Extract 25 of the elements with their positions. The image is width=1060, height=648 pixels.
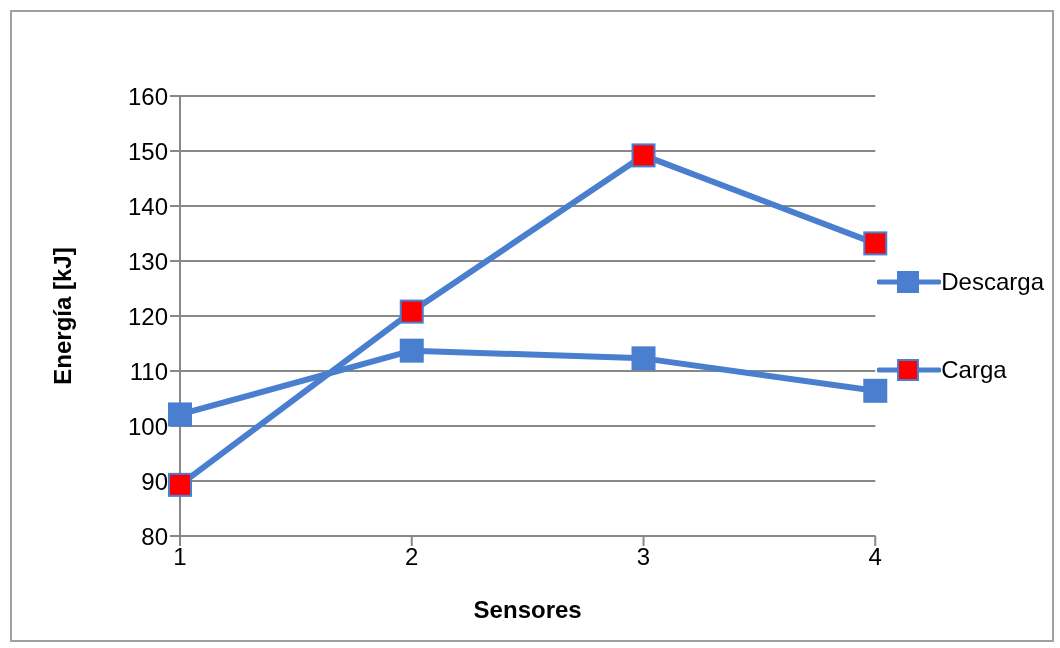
y-tick-label: 120 xyxy=(127,302,168,330)
y-tick-label: 90 xyxy=(141,467,168,495)
x-tick-label: 4 xyxy=(868,543,882,571)
point xyxy=(863,378,888,403)
x-tick-label: 3 xyxy=(636,543,651,571)
point xyxy=(399,338,424,363)
point xyxy=(168,402,192,427)
point xyxy=(631,143,656,168)
legend-label: Carga xyxy=(941,356,1007,384)
y-tick-label: 140 xyxy=(127,192,168,220)
point xyxy=(631,346,656,371)
x-tick-label: 1 xyxy=(173,543,187,571)
point xyxy=(863,231,888,256)
x-axis-title: Sensores xyxy=(473,596,582,623)
y-tick-label: 130 xyxy=(127,247,168,275)
point xyxy=(168,472,192,497)
x-tick-label: 2 xyxy=(405,543,419,571)
legend-label: Descarga xyxy=(941,268,1044,296)
y-tick-label: 80 xyxy=(141,522,168,550)
y-axis-title: Energía [kJ] xyxy=(48,247,76,385)
y-tick-label: 110 xyxy=(129,357,168,385)
point xyxy=(399,299,424,324)
y-tick-label: 100 xyxy=(127,412,168,440)
y-tick-label: 150 xyxy=(127,137,168,165)
y-tick-label: 160 xyxy=(127,82,168,110)
